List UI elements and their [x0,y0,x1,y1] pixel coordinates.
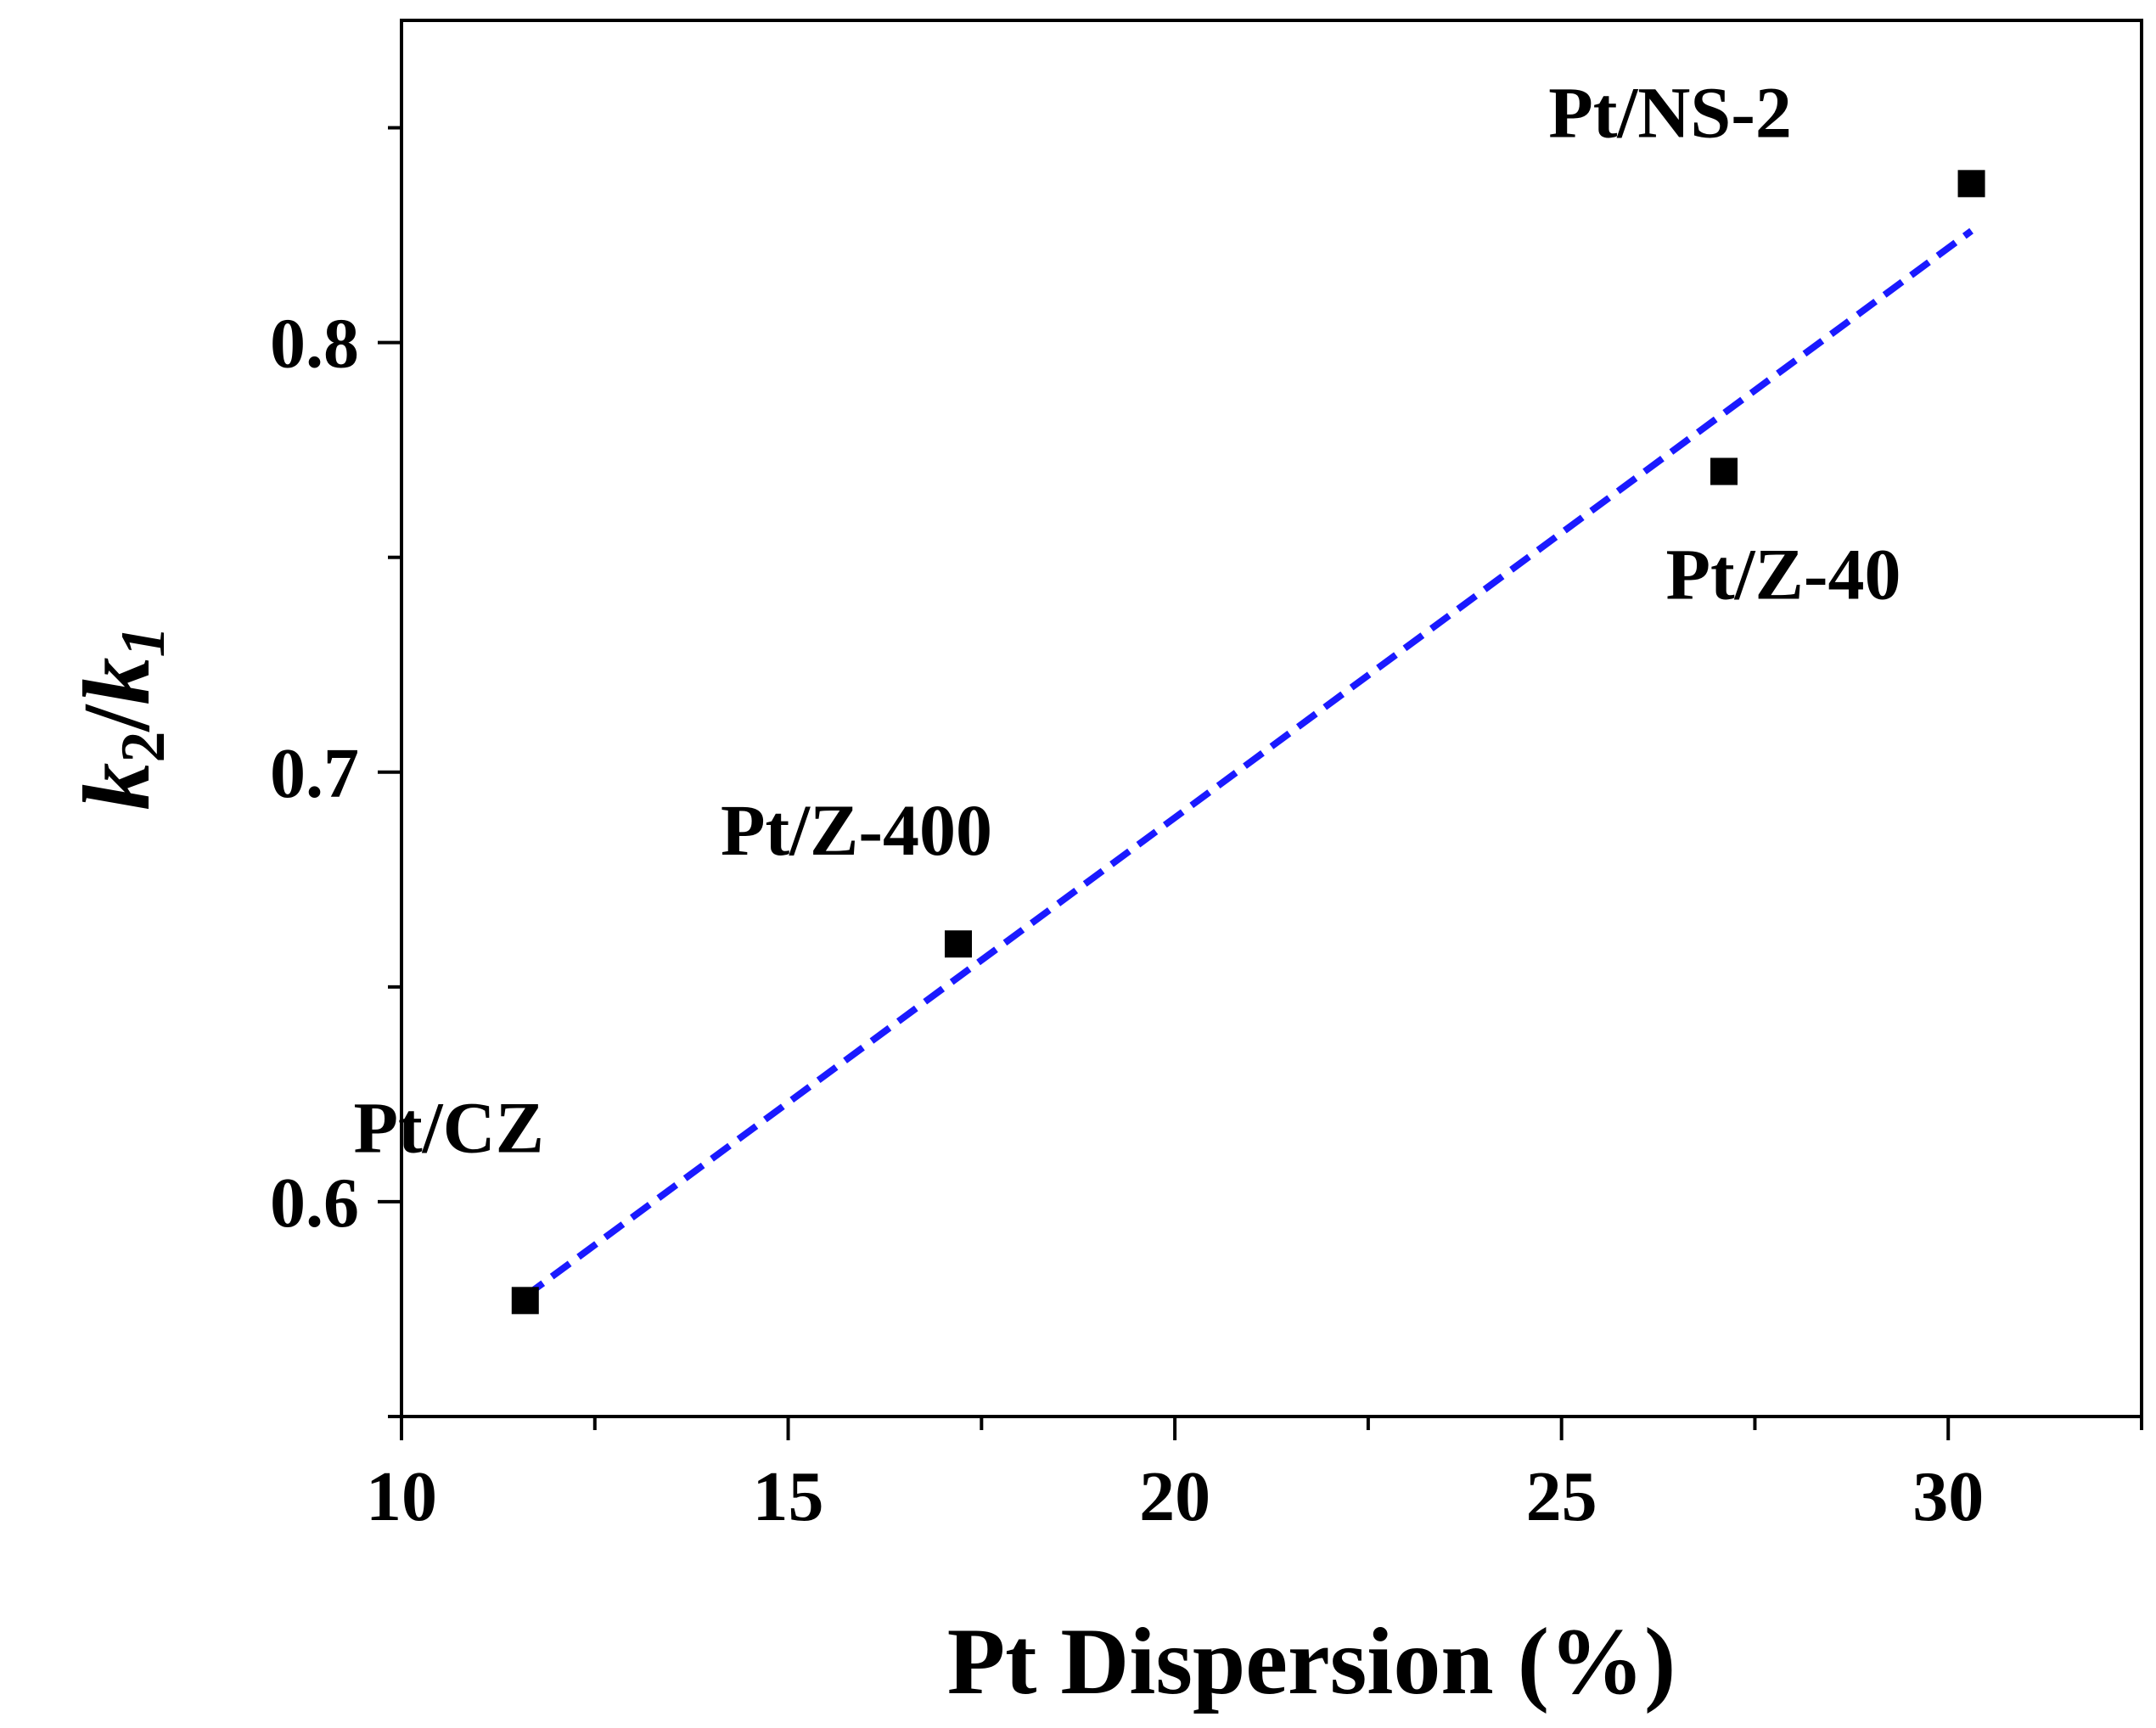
y-axis-k2: k [65,763,170,811]
data-point-label: Pt/Z-400 [721,789,992,871]
x-tick-label: 25 [1526,1457,1597,1536]
y-axis-title: k2/k1 [65,626,178,810]
data-points [511,170,1985,1315]
axis-tick-labels: 10 15 20 25 30 0.6 0.7 0.8 [270,305,1984,1536]
point-labels: Pt/CZ Pt/Z-400 Pt/Z-40 Pt/NS-2 [354,71,1901,1168]
y-axis-k1: k [65,657,170,704]
x-axis-title: Pt Dispersion (%) [947,1609,1676,1714]
data-point-label: Pt/Z-40 [1665,533,1901,614]
data-point-marker [1957,170,1985,198]
x-tick-label: 10 [366,1457,437,1536]
plot-frame [400,19,2143,1418]
y-tick-label: 0.6 [270,1164,359,1243]
y-axis-sub2: 2 [109,732,178,763]
linear-fit-line [523,227,1974,1299]
y-tick-label: 0.7 [270,734,359,813]
data-point-marker [945,930,972,958]
data-point-label: Pt/NS-2 [1548,71,1792,153]
x-tick-label: 30 [1912,1457,1984,1536]
x-tick-label: 20 [1139,1457,1210,1536]
data-point-label: Pt/CZ [354,1086,545,1168]
axis-ticks [378,126,2143,1440]
data-point-marker [511,1287,539,1315]
y-tick-label: 0.8 [270,305,359,384]
y-axis-sub1: 1 [109,626,178,657]
data-point-marker [1710,457,1738,485]
x-tick-label: 15 [753,1457,824,1536]
y-axis-slash: / [65,704,170,733]
